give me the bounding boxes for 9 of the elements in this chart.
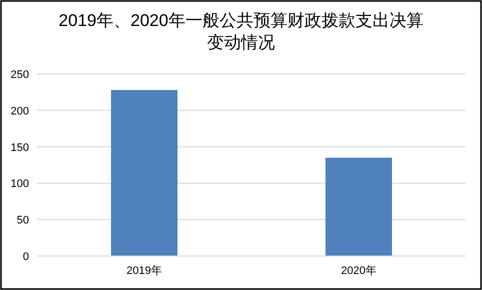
y-tick-label: 250 [10, 69, 29, 81]
y-tick-label: 150 [10, 142, 29, 154]
title: 2019年、2020年一般公共预算财政拨款支出决算变动情况 [58, 11, 424, 52]
y-tick-label: 100 [10, 178, 29, 190]
y-tick-label: 50 [16, 214, 29, 227]
x-tick-label: 2019年 [126, 265, 162, 277]
y-tick-label: 200 [10, 105, 29, 118]
y-tick-label: 0 [22, 251, 29, 263]
x-tick-label: 2020年 [341, 265, 376, 277]
